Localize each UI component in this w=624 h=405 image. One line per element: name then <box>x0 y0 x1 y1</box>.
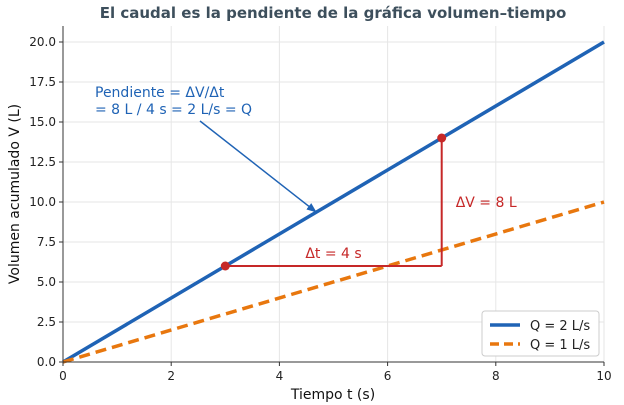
x-tick-label: 2 <box>167 369 175 383</box>
y-axis-title: Volumen acumulado V (L) <box>7 104 23 284</box>
x-tick-label: 10 <box>596 369 611 383</box>
legend-label-1: Q = 2 L/s <box>530 319 590 334</box>
x-tick-label: 4 <box>276 369 284 383</box>
y-tick-label: 20.0 <box>29 35 56 49</box>
x-tick-label: 6 <box>384 369 392 383</box>
delta-t-label: Δt = 4 s <box>305 246 361 262</box>
y-tick-label: 2.5 <box>37 315 56 329</box>
series-layer <box>62 40 605 364</box>
chart-title: El caudal es la pendiente de la gráfica … <box>100 4 567 22</box>
point-a-marker <box>220 261 230 271</box>
slope-annotation: Pendiente = ΔV/Δt = 8 L / 4 s = 2 L/s = … <box>95 85 317 213</box>
y-tick-label: 12.5 <box>29 155 56 169</box>
y-tick-label: 5.0 <box>37 275 56 289</box>
series-line-1 <box>62 40 605 364</box>
grid <box>62 26 605 363</box>
legend-label-2: Q = 1 L/s <box>530 338 590 353</box>
ticks: 0 2 4 6 8 10 0.0 2.5 5.0 7.5 10.0 12.5 15.0 17.5 20.0 <box>29 35 611 383</box>
y-tick-label: 7.5 <box>37 235 56 249</box>
annotation-line-2: = 8 L / 4 s = 2 L/s = Q <box>95 102 252 118</box>
annotation-arrow <box>199 120 317 213</box>
slope-triangle: Δt = 4 s ΔV = 8 L <box>220 133 517 271</box>
y-tick-label: 15.0 <box>29 115 56 129</box>
y-tick-label: 10.0 <box>29 195 56 209</box>
annotation-line-1: Pendiente = ΔV/Δt <box>95 85 225 101</box>
point-b-marker <box>437 133 447 143</box>
legend: Q = 2 L/s Q = 1 L/s <box>481 310 600 357</box>
y-tick-label: 17.5 <box>29 75 56 89</box>
x-axis-title: Tiempo t (s) <box>290 387 375 403</box>
y-tick-label: 0.0 <box>37 355 56 369</box>
x-tick-label: 0 <box>59 369 67 383</box>
x-tick-label: 8 <box>492 369 500 383</box>
delta-v-label: ΔV = 8 L <box>456 195 517 211</box>
series-line-2 <box>62 200 605 364</box>
